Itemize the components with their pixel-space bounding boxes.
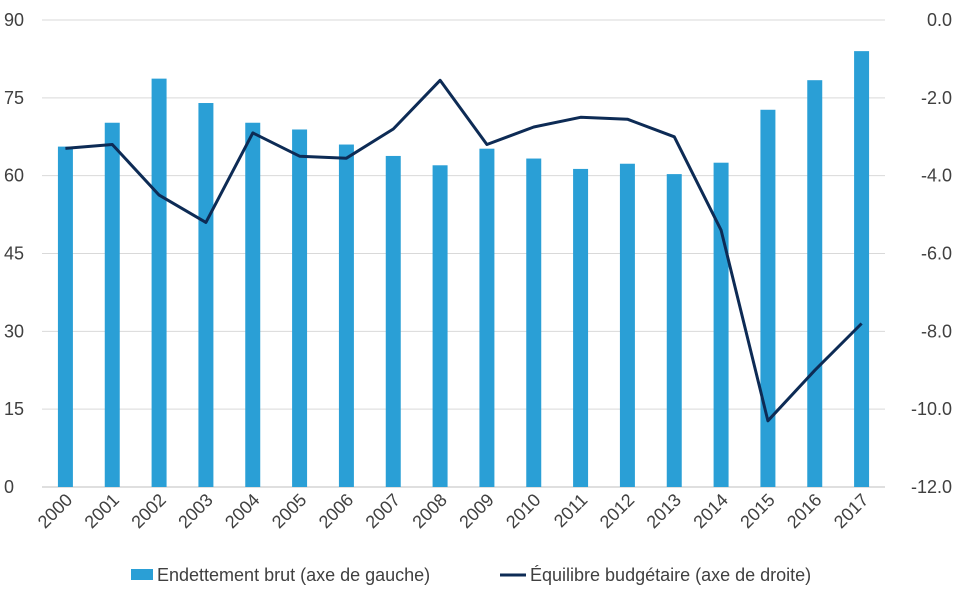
legend-line-label: Équilibre budgétaire (axe de droite) — [530, 565, 811, 585]
x-tick-label: 2014 — [689, 490, 731, 532]
left-tick-label: 75 — [4, 88, 24, 108]
bar-2017 — [854, 51, 870, 488]
x-tick-label: 2009 — [455, 490, 497, 532]
x-tick-label: 2011 — [550, 490, 592, 532]
left-tick-label: 90 — [4, 10, 24, 30]
left-tick-label: 60 — [4, 166, 24, 186]
bar-2009 — [479, 148, 495, 487]
bar-2013 — [666, 174, 682, 488]
x-tick-label: 2000 — [34, 490, 76, 532]
x-tick-label: 2008 — [408, 490, 450, 532]
bar-2011 — [573, 168, 589, 487]
bar-2006 — [338, 144, 354, 488]
x-tick-label: 2015 — [736, 490, 778, 532]
bar-2000 — [57, 146, 73, 487]
right-tick-label: -8.0 — [921, 321, 952, 341]
x-tick-label: 2013 — [643, 490, 685, 532]
x-tick-label: 2010 — [502, 490, 544, 532]
left-tick-label: 0 — [4, 477, 14, 497]
x-axis: 2000 2001 2002 2003 2004 2005 2006 2007 2008 2009… — [34, 490, 873, 532]
x-tick-label: 2006 — [315, 490, 357, 532]
x-tick-label: 2002 — [127, 490, 169, 532]
left-tick-label: 30 — [4, 321, 24, 341]
right-tick-label: -4.0 — [921, 166, 952, 186]
bar-2012 — [619, 163, 635, 487]
right-tick-label: -6.0 — [921, 244, 952, 264]
x-tick-label: 2012 — [596, 490, 638, 532]
right-axis: -12.0 -10.0 -8.0 -6.0 -4.0 -2.0 0.0 — [911, 10, 952, 497]
bar-2003 — [198, 103, 214, 488]
bar-2015 — [760, 109, 776, 488]
x-tick-label: 2003 — [174, 490, 216, 532]
bar-2016 — [807, 80, 823, 488]
bar-2002 — [151, 78, 167, 487]
bar-2014 — [713, 162, 729, 487]
gridlines — [42, 19, 885, 488]
right-tick-label: -10.0 — [911, 399, 952, 419]
right-tick-label: 0.0 — [927, 10, 952, 30]
bar-2004 — [245, 122, 261, 488]
x-tick-label: 2016 — [783, 490, 825, 532]
bar-2010 — [526, 158, 542, 487]
x-tick-label: 2001 — [81, 490, 123, 532]
x-tick-label: 2004 — [221, 490, 263, 532]
bar-2001 — [104, 122, 120, 488]
x-tick-label: 2005 — [268, 490, 310, 532]
x-tick-label: 2007 — [362, 490, 404, 532]
right-tick-label: -2.0 — [921, 88, 952, 108]
line-series — [65, 78, 863, 423]
left-axis: 0 15 30 45 60 75 90 — [4, 10, 24, 497]
bar-2005 — [292, 129, 308, 488]
left-tick-label: 15 — [4, 399, 24, 419]
x-tick-label: 2017 — [830, 490, 872, 532]
balance-line — [65, 78, 863, 423]
legend-bar-label: Endettement brut (axe de gauche) — [157, 565, 430, 585]
left-tick-label: 45 — [4, 244, 24, 264]
bar-2007 — [385, 155, 401, 487]
right-tick-label: -12.0 — [911, 477, 952, 497]
legend-bar-swatch — [131, 569, 153, 580]
bar-series — [57, 51, 870, 488]
legend: Endettement brut (axe de gauche) Équilib… — [131, 565, 811, 585]
bar-2008 — [432, 165, 448, 488]
